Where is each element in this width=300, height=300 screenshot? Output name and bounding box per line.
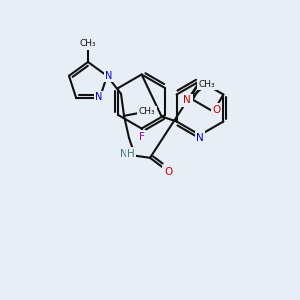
Text: O: O — [212, 105, 220, 115]
Text: N: N — [120, 149, 128, 159]
Text: N: N — [95, 92, 102, 102]
Text: N: N — [196, 133, 204, 143]
Text: H: H — [127, 149, 135, 159]
Text: N: N — [183, 95, 191, 105]
Text: CH₃: CH₃ — [199, 80, 215, 88]
Text: F: F — [139, 131, 145, 142]
Text: CH₃: CH₃ — [80, 40, 96, 49]
Text: CH₃: CH₃ — [139, 107, 155, 116]
Text: O: O — [164, 167, 172, 177]
Text: N: N — [105, 71, 113, 81]
